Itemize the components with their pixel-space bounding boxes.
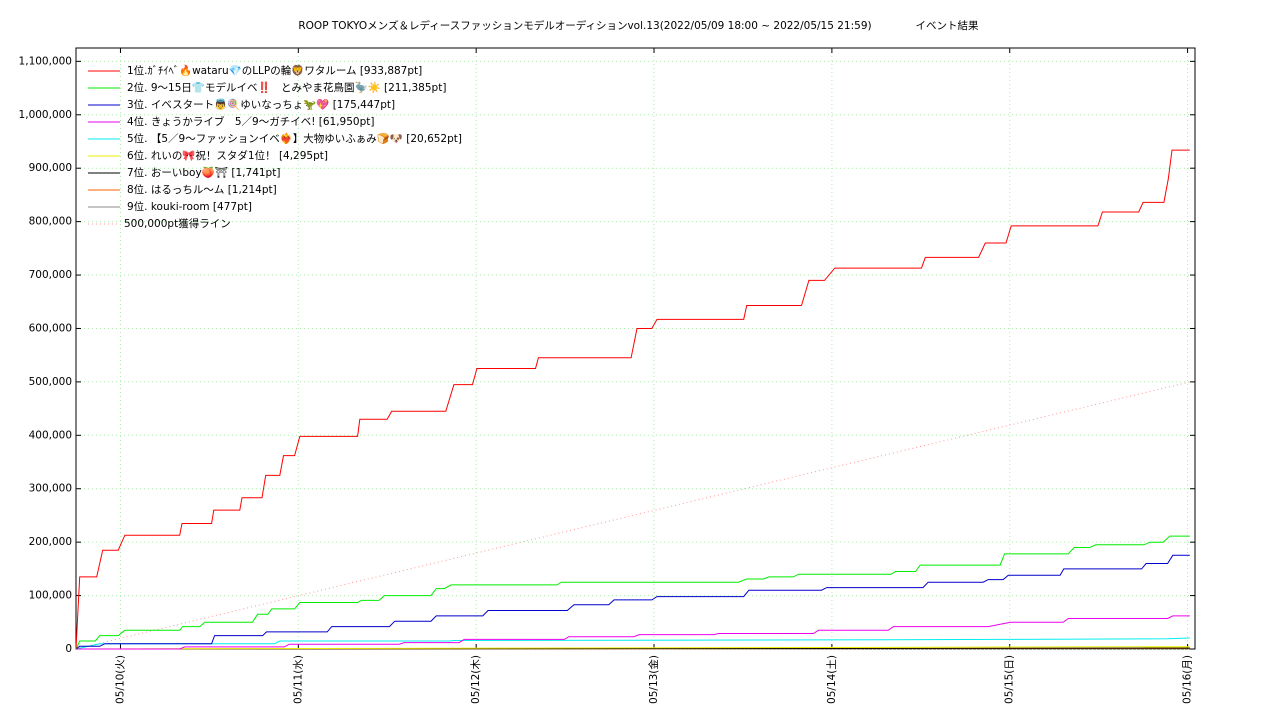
y-tick-label: 200,000: [29, 536, 72, 548]
x-tick-label: 05/12(木): [470, 655, 482, 704]
legend-label: 8位. はるっちル〜ム [1,214pt]: [127, 183, 277, 196]
legend-label: 4位. きょうかライブ 5／9〜ガチイベ! [61,950pt]: [127, 115, 374, 128]
legend-label: 7位. おーいboy🍑⛩ [1,741pt]: [127, 166, 280, 179]
x-tick-label: 05/13(金): [647, 655, 660, 704]
x-tick-label: 05/15(日): [1004, 655, 1016, 704]
x-tick-label: 05/14(土): [825, 655, 838, 704]
legend-label: 3位. イベスタート👼🍭ゆいなっちょ🦖💖 [175,447pt]: [127, 97, 395, 111]
legend-label: 9位. kouki-room [477pt]: [127, 200, 252, 213]
y-tick-label: 1,000,000: [19, 109, 72, 121]
chart-subtitle: イベント結果: [916, 19, 979, 32]
legend-label: 500,000pt獲得ライン: [124, 217, 231, 230]
series-line: [75, 554, 1190, 650]
y-tick-label: 800,000: [29, 216, 72, 228]
chart-title: ROOP TOKYOメンズ＆レディースファッションモデルオーディションvol.1…: [298, 19, 871, 32]
series-line: [76, 615, 1190, 650]
y-tick-label: 100,000: [29, 590, 72, 602]
series-line: [75, 149, 1190, 650]
y-tick-label: 700,000: [29, 269, 72, 281]
series-line: [75, 646, 1190, 650]
y-tick-label: 600,000: [29, 322, 72, 334]
legend-label: 6位. れいの🎀祝！スタダ1位！ [4,295pt]: [127, 149, 328, 162]
y-tick-label: 1,100,000: [19, 55, 72, 67]
x-tick-label: 05/10(火): [114, 655, 126, 704]
series-line: [75, 535, 1190, 650]
y-tick-label: 300,000: [29, 483, 72, 495]
x-tick-label: 05/16(月): [1182, 655, 1194, 704]
y-tick-label: 900,000: [29, 162, 72, 174]
y-tick-label: 0: [65, 643, 72, 655]
y-tick-label: 500,000: [29, 376, 72, 388]
x-tick-label: 05/11(水): [292, 655, 304, 704]
y-tick-label: 400,000: [29, 429, 72, 441]
legend-label: 2位. 9〜15日👕モデルイベ‼️ とみやま花鳥園🦤☀️ [211,385pt]: [127, 81, 446, 94]
legend-label: 5位. 【5／9〜ファッションイベ❤️‍🔥】大物ゆいふぁみ🍞🐶 [20,652p…: [127, 132, 462, 145]
legend-label: 1位.ｶﾞﾁｲﾍﾞ🔥wataru💎のLLPの輪🦁ワタルーム [933,887pt…: [127, 64, 422, 77]
series-line: [75, 381, 1190, 650]
